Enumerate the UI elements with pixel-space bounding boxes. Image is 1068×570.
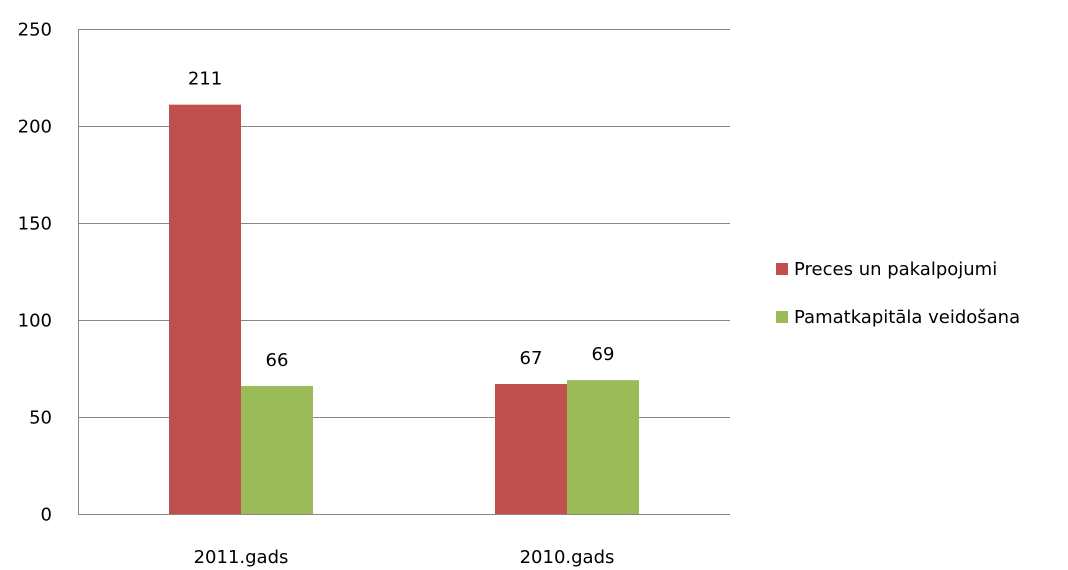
bar-pamatkapitala-0 bbox=[241, 385, 313, 514]
y-tick-label: 100 bbox=[18, 311, 52, 332]
x-category-label: 2010.gads bbox=[520, 547, 615, 568]
y-tick-label: 150 bbox=[18, 214, 52, 235]
data-label: 67 bbox=[520, 348, 543, 369]
bar-pamatkapitala-1 bbox=[567, 380, 639, 514]
legend-label: Pamatkapitāla veidošana bbox=[794, 307, 1020, 328]
y-tick-label: 250 bbox=[18, 20, 52, 41]
legend: Preces un pakalpojumi Pamatkapitāla veido… bbox=[776, 259, 1020, 328]
y-tick-label: 0 bbox=[41, 505, 52, 526]
legend-swatch bbox=[776, 263, 788, 275]
data-label: 66 bbox=[266, 350, 289, 371]
data-label: 211 bbox=[188, 69, 222, 90]
data-labels: 211 66 67 69 bbox=[188, 69, 615, 371]
data-label: 69 bbox=[592, 344, 615, 365]
x-category-label: 2011.gads bbox=[194, 547, 289, 568]
legend-label: Preces un pakalpojumi bbox=[794, 259, 997, 280]
legend-swatch bbox=[776, 311, 788, 323]
bars bbox=[169, 104, 639, 514]
y-tick-label: 50 bbox=[29, 408, 52, 429]
bar-preces-0 bbox=[169, 104, 241, 514]
bar-preces-1 bbox=[495, 384, 567, 514]
axes: 0 50 100 150 200 250 2011.gads 2010.gads bbox=[18, 20, 730, 568]
y-tick-label: 200 bbox=[18, 117, 52, 138]
